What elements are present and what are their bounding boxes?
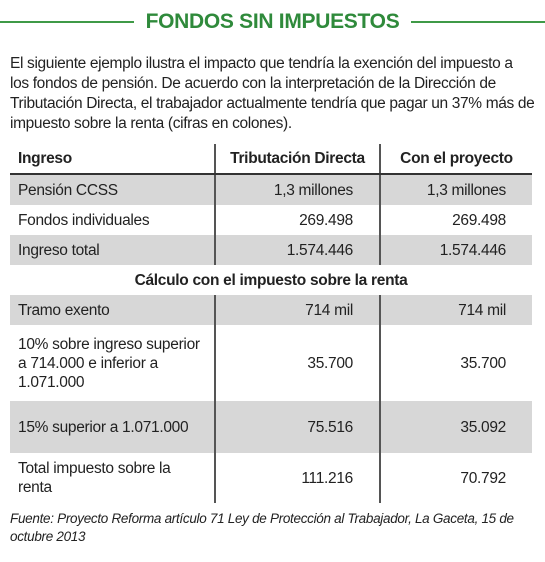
title: FONDOS SIN IMPUESTOS [145,10,400,33]
intro: El siguiente ejemplo ilustra el impacto … [10,55,535,132]
cell-value: 714 mil [379,295,532,325]
cell-value: 1,3 millones [214,174,380,205]
cell-value: 70.792 [379,453,532,503]
table-row: Fondos individuales 269.498 269.498 [10,205,532,235]
title-row: FONDOS SIN IMPUESTOS [0,8,545,36]
cell-value: 35.092 [379,401,532,453]
table-row: Pensión CCSS 1,3 millones 1,3 millones [10,174,532,205]
table-row: Tramo exento 714 mil 714 mil [10,295,532,325]
column-header: Tributación Directa [214,144,380,175]
row-label: Tramo exento [10,295,215,325]
column-header: Con el proyecto [379,144,532,175]
row-label: 15% superior a 1.071.000 [10,401,215,453]
row-label: Fondos individuales [18,211,150,229]
cell-value: 1.574.446 [379,235,532,265]
table-row: Total impuesto sobre la renta 111.216 70.7… [10,453,532,503]
header-row: Ingreso Tributación Directa Con el proyect… [10,144,532,175]
table: Ingreso Tributación Directa Con el proyect… [10,144,532,503]
cell-value: 1.574.446 [214,235,380,265]
row-label: Pensión CCSS [10,174,215,205]
cell-value: 75.516 [214,401,380,453]
table-row: 10% sobre ingreso superior a 714.000 e i… [10,325,532,401]
section-title: Cálculo con el impuesto sobre la renta [134,271,408,289]
source: Fuente: Proyecto Reforma artículo 71 Ley… [10,511,514,544]
row-label: Total impuesto sobre la renta [18,460,171,496]
cell-value: 111.216 [214,453,380,503]
section-row: Cálculo con el impuesto sobre la renta [10,265,532,295]
row-label: 10% sobre ingreso superior a 714.000 e i… [18,335,200,391]
row-label: Ingreso total [10,235,215,265]
table-row: Ingreso total 1.574.446 1.574.446 [10,235,532,265]
cell-value: 35.700 [379,325,532,401]
cell-value: 714 mil [214,295,380,325]
cell-value: 269.498 [379,205,532,235]
table-row: 15% superior a 1.071.000 75.516 35.092 [10,401,532,453]
cell-value: 35.700 [214,325,380,401]
rule [411,21,545,23]
cell-value: 1,3 millones [379,174,532,205]
table-body: Pensión CCSS 1,3 millones 1,3 millones Fond… [10,174,532,503]
column-header: Ingreso [10,144,215,175]
cell-value: 269.498 [214,205,380,235]
rule [0,21,134,23]
